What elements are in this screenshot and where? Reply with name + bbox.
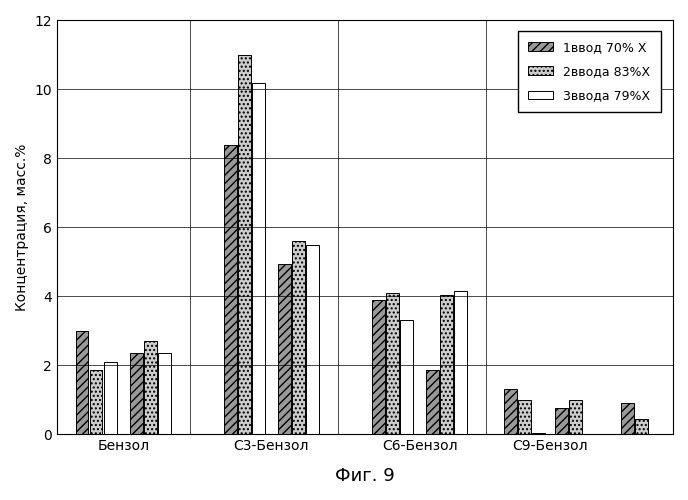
Bar — [76, 331, 89, 434]
Bar — [455, 291, 467, 434]
Bar — [224, 144, 237, 434]
Bar — [104, 362, 116, 434]
Bar — [278, 264, 291, 434]
Bar — [621, 403, 634, 434]
Bar — [569, 400, 582, 434]
Bar — [306, 244, 319, 434]
Bar — [130, 353, 143, 434]
Bar — [533, 432, 546, 434]
X-axis label: Фиг. 9: Фиг. 9 — [335, 467, 395, 485]
Bar — [635, 418, 648, 434]
Legend: 1ввод 70% Х, 2ввода 83%Х, 3ввода 79%Х: 1ввод 70% Х, 2ввода 83%Х, 3ввода 79%Х — [519, 31, 660, 112]
Bar — [89, 370, 103, 434]
Bar — [649, 434, 663, 438]
Bar — [158, 353, 171, 434]
Bar — [427, 370, 440, 434]
Bar — [252, 82, 265, 434]
Bar — [555, 408, 568, 434]
Bar — [372, 300, 385, 434]
Bar — [518, 400, 531, 434]
Bar — [292, 241, 305, 434]
Bar — [144, 341, 157, 434]
Bar — [440, 294, 453, 434]
Y-axis label: Концентрация, масс.%: Концентрация, масс.% — [15, 144, 29, 311]
Bar — [238, 55, 250, 434]
Bar — [386, 293, 399, 434]
Bar — [504, 390, 517, 434]
Bar — [400, 320, 413, 434]
